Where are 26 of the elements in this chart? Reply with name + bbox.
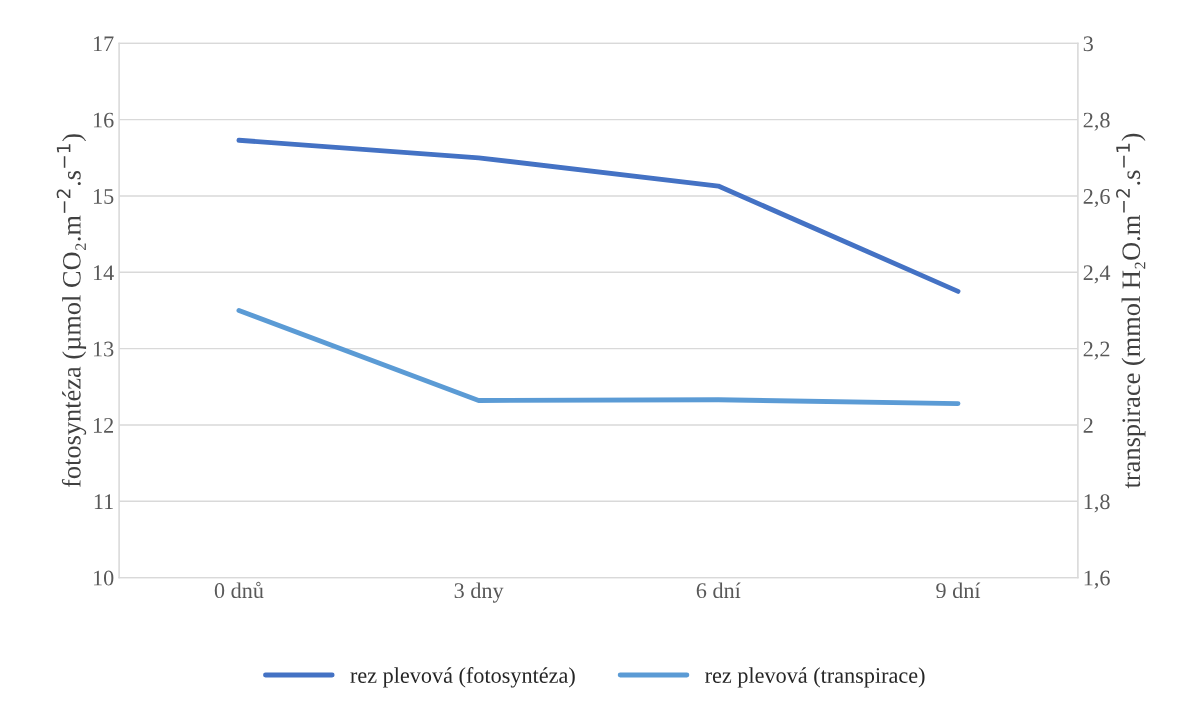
- y2-tick-label: 1,6: [1084, 570, 1110, 589]
- y2-tick-label: 2,6: [1083, 188, 1110, 208]
- x-tick-label: 0 dnů: [214, 581, 264, 599]
- y2-tick-label: 1,8: [1084, 494, 1110, 513]
- y-tick-label: 17: [93, 36, 114, 52]
- y-axis-title: fotosyntéza (µmol CO₂.m$^{−2}$.s$^{−1}$): [56, 134, 87, 488]
- y2-tick-label: 2,2: [1083, 341, 1110, 360]
- y2-axis-title: transpirace (mmol H₂O.m$^{−2}$.s$^{−1}$): [1116, 133, 1146, 489]
- x-tick-label: 3 dny: [454, 582, 504, 603]
- x-tick-label: 9 dní: [936, 582, 981, 599]
- line-series: [236, 308, 961, 407]
- y2-tick-label: 2,4: [1083, 265, 1111, 284]
- y2-tick-label: 2: [1083, 417, 1093, 433]
- y-tick-label: 16: [93, 112, 114, 128]
- y2-tick-label: 2,8: [1083, 112, 1110, 131]
- legend-label: rez plevová (transpirace): [705, 667, 925, 688]
- y-tick-label: 10: [93, 570, 114, 586]
- line-series: [236, 137, 961, 294]
- legend-label: rez plevová (fotosyntéza): [350, 667, 575, 688]
- x-tick-label: 6 dní: [696, 582, 741, 599]
- y-tick-label: 15: [93, 189, 114, 204]
- y-tick-label: 13: [93, 341, 114, 357]
- y-tick-label: 11: [94, 494, 113, 509]
- y2-tick-label: 3: [1083, 36, 1093, 52]
- y-tick-label: 14: [93, 265, 114, 281]
- y-tick-label: 12: [93, 417, 114, 433]
